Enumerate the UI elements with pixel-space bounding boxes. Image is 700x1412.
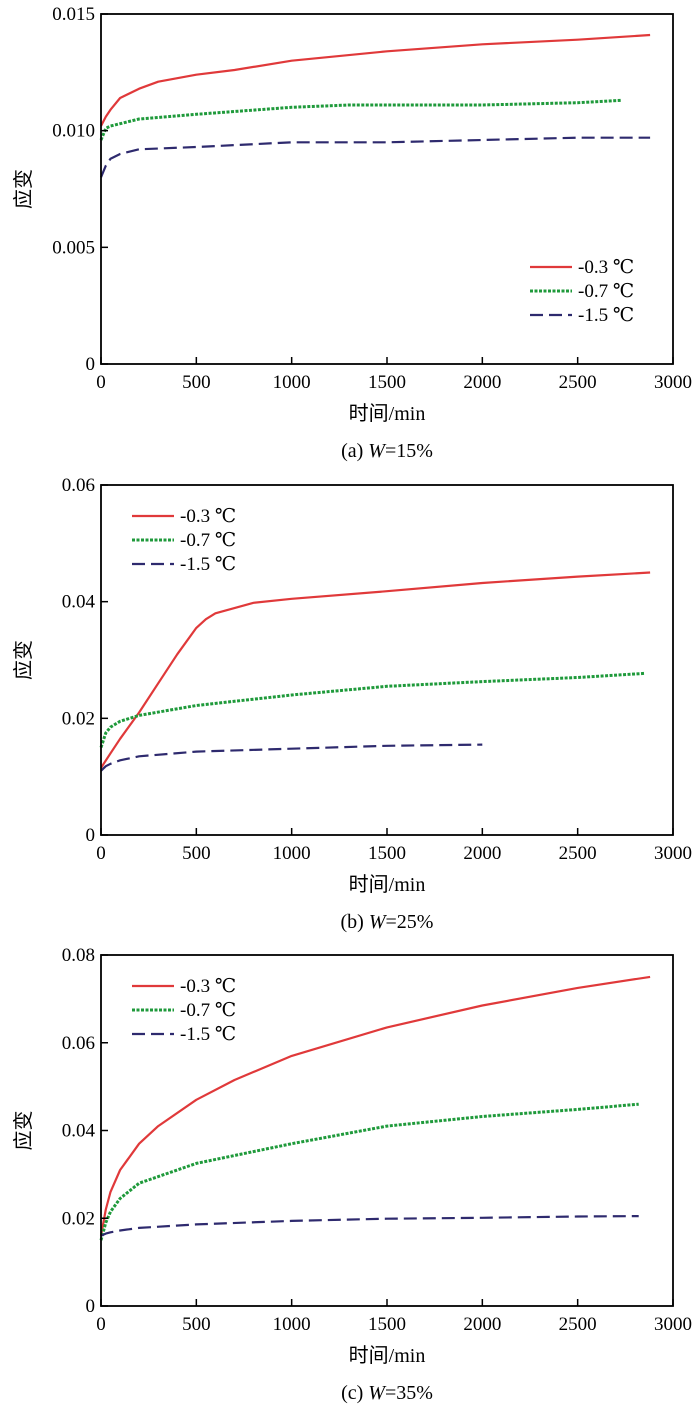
series-line-0-2 (99, 136, 651, 178)
series-line-1-0 (100, 571, 651, 769)
x-tick-label-0-2: 1000 (273, 372, 311, 393)
x-tick-label-1-5: 2500 (559, 843, 597, 864)
series-line-1-2 (100, 743, 483, 772)
x-tick-label-1-6: 3000 (654, 843, 692, 864)
legend-label-1-0: -0.3 ℃ (180, 506, 236, 527)
y-tick-label-1-2: 0.04 (62, 592, 96, 613)
chart-panel-0: 0 500 1000 1500 2000 2500 3000 0 0.005 0.010 0.015… (12, 4, 692, 462)
y-tick-label-1-0: 0 (86, 825, 96, 846)
series-line-1-1 (99, 671, 645, 748)
panel-caption-0: (a) W=15% (341, 440, 433, 462)
y-axis-label-1: 应变 (12, 640, 35, 680)
x-tick-label-1-4: 2000 (463, 843, 501, 864)
legend-0: -0.3 ℃ -0.7 ℃ -1.5 ℃ (530, 257, 634, 326)
x-tick-label-2-0: 0 (96, 1314, 106, 1335)
y-tick-label-2-3: 0.06 (62, 1033, 95, 1054)
x-tick-label-1-3: 1500 (368, 843, 406, 864)
x-axis-label-1: 时间/min (349, 873, 426, 896)
y-tick-label-0-3: 0.015 (52, 4, 95, 25)
x-tick-label-0-1: 500 (182, 372, 211, 393)
legend-label-2-1: -0.7 ℃ (180, 1000, 236, 1021)
y-tick-label-2-2: 0.04 (62, 1121, 96, 1142)
series-line-0-1 (99, 98, 622, 141)
legend-label-1-1: -0.7 ℃ (180, 530, 236, 551)
legend-label-2-0: -0.3 ℃ (180, 976, 236, 997)
x-tick-label-2-2: 1000 (273, 1314, 311, 1335)
y-tick-label-0-2: 0.010 (52, 121, 95, 142)
y-tick-label-1-3: 0.06 (62, 475, 95, 496)
x-tick-label-0-3: 1500 (368, 372, 406, 393)
x-tick-label-2-6: 3000 (654, 1314, 692, 1335)
x-tick-label-1-0: 0 (96, 843, 106, 864)
x-tick-label-1-2: 1000 (273, 843, 311, 864)
legend-2: -0.3 ℃ -0.7 ℃ -1.5 ℃ (132, 976, 236, 1045)
x-tick-label-0-6: 3000 (654, 372, 692, 393)
x-axis-label-0: 时间/min (349, 402, 426, 425)
chart-panel-1: 0 500 1000 1500 2000 2500 3000 0 0.02 0.04 0.06 时间/… (12, 475, 692, 933)
legend-label-0-2: -1.5 ℃ (578, 305, 634, 326)
x-tick-label-0-0: 0 (96, 372, 106, 393)
y-tick-label-2-0: 0 (86, 1296, 96, 1317)
y-tick-label-1-1: 0.02 (62, 708, 95, 729)
panel-caption-1: (b) W=25% (341, 911, 434, 933)
legend-label-1-2: -1.5 ℃ (180, 554, 236, 575)
legend-label-0-1: -0.7 ℃ (578, 281, 634, 302)
x-tick-label-0-5: 2500 (559, 372, 597, 393)
x-tick-label-2-5: 2500 (559, 1314, 597, 1335)
x-tick-label-0-4: 2000 (463, 372, 501, 393)
x-tick-label-2-1: 500 (182, 1314, 211, 1335)
y-tick-label-2-4: 0.08 (62, 945, 95, 966)
x-axis-label-2: 时间/min (349, 1344, 426, 1367)
y-tick-label-2-1: 0.02 (62, 1208, 95, 1229)
series-line-2-2 (100, 1215, 639, 1237)
legend-1: -0.3 ℃ -0.7 ℃ -1.5 ℃ (132, 506, 236, 575)
x-tick-label-2-3: 1500 (368, 1314, 406, 1335)
legend-label-0-0: -0.3 ℃ (578, 257, 634, 278)
chart-panel-2: 0 500 1000 1500 2000 2500 3000 0 0.02 0.04 0.06 0.0… (12, 945, 692, 1404)
x-tick-label-2-4: 2000 (463, 1314, 501, 1335)
y-tick-label-0-0: 0 (86, 354, 96, 375)
legend-label-2-2: -1.5 ℃ (180, 1024, 236, 1045)
series-line-2-1 (99, 1102, 639, 1241)
panel-caption-2: (c) W=35% (341, 1382, 433, 1404)
y-tick-label-0-1: 0.005 (52, 237, 95, 258)
x-tick-label-1-1: 500 (182, 843, 211, 864)
series-line-0-0 (100, 33, 651, 127)
y-axis-label-0: 应变 (12, 169, 35, 209)
y-axis-label-2: 应变 (12, 1111, 35, 1151)
series-line-2-0 (99, 975, 651, 1236)
